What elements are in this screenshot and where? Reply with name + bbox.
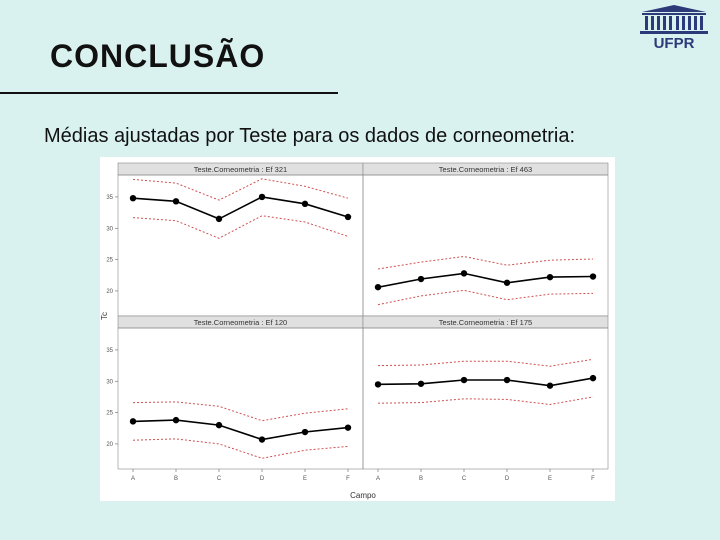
y-tick-label: 30 [106, 379, 113, 385]
x-tick-label: F [346, 476, 350, 482]
x-tick-label: C [462, 476, 467, 482]
mean-point [546, 273, 554, 281]
mean-point [374, 381, 382, 388]
y-tick-label: 35 [106, 348, 113, 354]
mean-line [377, 272, 594, 288]
x-axis-label: Campo [350, 491, 376, 500]
title-underline [0, 92, 338, 94]
x-tick-label: B [419, 476, 423, 482]
mean-point [417, 275, 425, 283]
mean-point [301, 200, 309, 208]
lower-ci-line [132, 438, 349, 459]
university-building-icon [640, 5, 708, 34]
panel-title: Teste.Corneometria : Ef 321 [194, 165, 287, 174]
x-tick-label: D [260, 476, 265, 482]
slide-title: CONCLUSÃO [50, 38, 266, 74]
y-tick-label: 20 [106, 289, 113, 295]
mean-point [546, 382, 554, 389]
mean-point [258, 193, 266, 201]
mean-point [129, 194, 137, 202]
mean-point [460, 270, 468, 277]
y-tick-label: 20 [106, 442, 113, 448]
y-tick-label: 30 [106, 226, 113, 232]
corneometry-chart: Teste.Corneometria : Ef 321 20 25 30 35 Teste… [100, 157, 615, 501]
upper-ci-line [377, 255, 594, 270]
lower-ci-line [132, 215, 349, 239]
x-tick-label: C [217, 476, 222, 482]
mean-point [258, 436, 266, 443]
mean-point [129, 418, 137, 425]
panel-title: Teste.Corneometria : Ef 463 [439, 165, 532, 174]
panel-title: Teste.Corneometria : Ef 175 [439, 318, 532, 327]
mean-point [215, 421, 223, 429]
mean-point [589, 374, 597, 382]
upper-ci-line [132, 178, 349, 201]
y-tick-label: 25 [106, 258, 113, 264]
mean-line [132, 196, 349, 220]
mean-point [215, 215, 223, 223]
x-tick-label: B [174, 476, 178, 482]
ufpr-logo: UFPR [640, 5, 708, 50]
mean-point [374, 283, 382, 291]
logo-text: UFPR [654, 35, 695, 50]
mean-point [417, 380, 425, 387]
x-tick-label: A [131, 476, 135, 482]
y-axis-label: Tc [100, 312, 109, 320]
x-tick-label: E [548, 476, 552, 482]
y-tick-label: 35 [106, 195, 113, 201]
panel-frame [362, 327, 609, 470]
chart-background [100, 157, 615, 501]
x-tick-label: F [591, 476, 595, 482]
mean-point [503, 279, 511, 286]
slide-subtitle: Médias ajustadas por Teste para os dados… [44, 125, 576, 147]
x-tick-label: D [505, 476, 510, 482]
x-tick-label: E [303, 476, 307, 482]
y-tick-label: 25 [106, 411, 113, 417]
mean-point [460, 376, 468, 384]
mean-point [589, 273, 597, 280]
panel-title: Teste.Corneometria : Ef 120 [194, 318, 287, 327]
mean-point [503, 376, 511, 384]
x-tick-label: A [376, 476, 380, 482]
mean-point [301, 428, 309, 436]
mean-point [172, 198, 180, 205]
mean-point [344, 424, 352, 431]
lower-ci-line [377, 289, 594, 306]
mean-line [132, 419, 349, 441]
mean-line [377, 377, 594, 387]
upper-ci-line [132, 401, 349, 422]
mean-point [172, 416, 180, 424]
mean-point [344, 213, 352, 221]
